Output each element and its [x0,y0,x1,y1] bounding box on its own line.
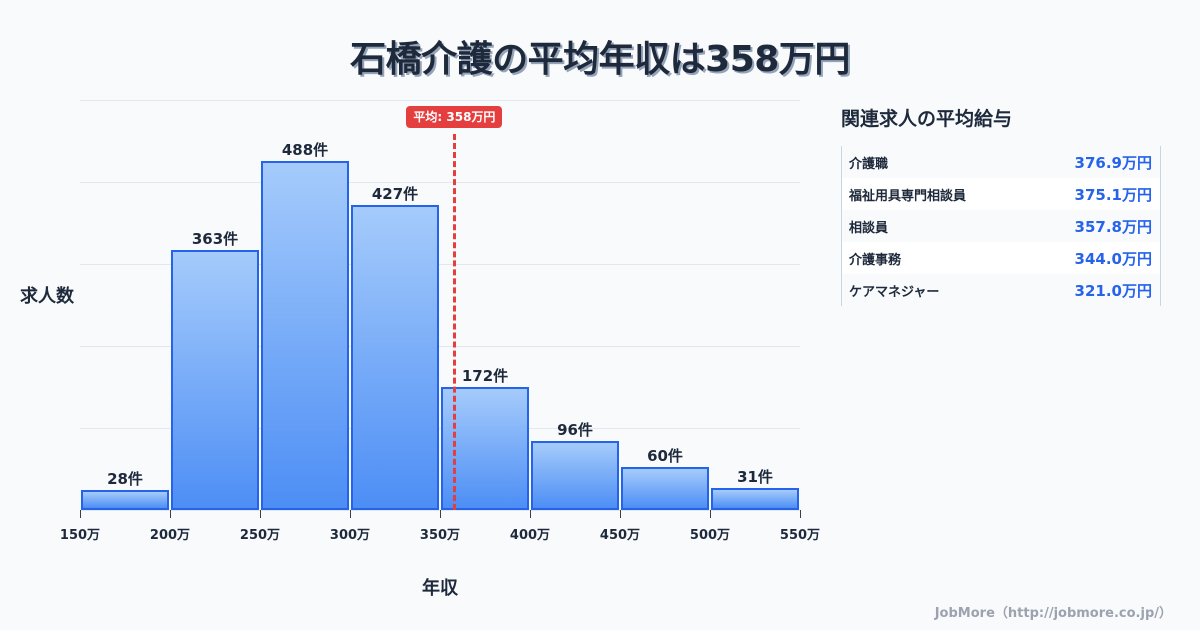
x-tick [800,510,801,518]
job-salary: 321.0万円 [1074,281,1152,300]
y-axis-label: 求人数 [20,286,74,307]
gridline [80,100,800,101]
x-tick [440,510,441,518]
mean-badge: 平均: 358万円 [406,106,503,128]
x-tick-label: 150万 [59,528,101,543]
histogram-bar [81,489,169,510]
histogram-bar [711,487,799,510]
job-salary: 376.9万円 [1074,153,1152,172]
gridline [80,346,800,347]
bar-value-label: 488件 [281,141,329,160]
mean-line [453,134,457,510]
job-name: 介護職 [849,156,889,172]
bar-value-label: 363件 [191,230,239,249]
x-tick [260,510,261,518]
x-tick [530,510,531,518]
x-tick-label: 400万 [509,528,551,543]
x-tick-label: 550万 [779,528,821,543]
bar-value-label: 31件 [737,467,773,486]
x-tick-label: 450万 [599,528,641,543]
x-tick [710,510,711,518]
bar-value-label: 96件 [557,421,593,440]
x-tick [620,510,621,518]
job-salary: 344.0万円 [1074,249,1152,268]
x-tick [350,510,351,518]
histogram-bar [351,204,439,510]
bar-value-label: 28件 [107,469,143,488]
gridline [80,182,800,183]
job-salary: 375.1万円 [1074,185,1152,204]
salary-row: 介護職 376.9万円 [842,146,1160,178]
gridline [80,264,800,265]
source-credit: JobMore（http://jobmore.co.jp/） [934,606,1172,621]
histogram-bar [531,441,619,510]
histogram-bar [621,467,709,510]
job-name: ケアマネジャー [849,284,940,300]
bar-value-label: 427件 [371,184,419,203]
related-salary-title: 関連求人の平均給与 [841,108,1013,130]
x-tick-label: 200万 [149,528,191,543]
salary-row: ケアマネジャー 321.0万円 [842,274,1160,306]
x-tick-label: 250万 [239,528,281,543]
x-tick [170,510,171,518]
x-tick-label: 350万 [419,528,461,543]
job-name: 相談員 [849,220,889,236]
x-tick [80,510,81,518]
job-name: 介護事務 [849,252,902,268]
bar-value-label: 60件 [647,447,683,466]
bar-value-label: 172件 [461,367,509,386]
gridline [80,428,800,429]
x-axis-label: 年収 [422,578,458,599]
histogram-chart: 28件 363件 488件 427件 172件 96件 60件 31件 150万 200万 250… [20,100,821,599]
x-tick-label: 500万 [689,528,731,543]
x-tick-label: 300万 [329,528,371,543]
job-name: 福祉用具専門相談員 [849,188,967,204]
histogram-bar [171,250,259,510]
histogram-bar [261,161,349,510]
job-salary: 357.8万円 [1074,217,1152,236]
salary-row: 福祉用具専門相談員 375.1万円 [842,178,1160,210]
salary-row: 介護事務 344.0万円 [842,242,1160,274]
page-title: 石橋介護の平均年収は358万円 [350,39,850,80]
salary-row: 相談員 357.8万円 [842,210,1160,242]
related-salary-table: 介護職 376.9万円 福祉用具専門相談員 375.1万円 相談員 357.8万… [841,146,1161,306]
